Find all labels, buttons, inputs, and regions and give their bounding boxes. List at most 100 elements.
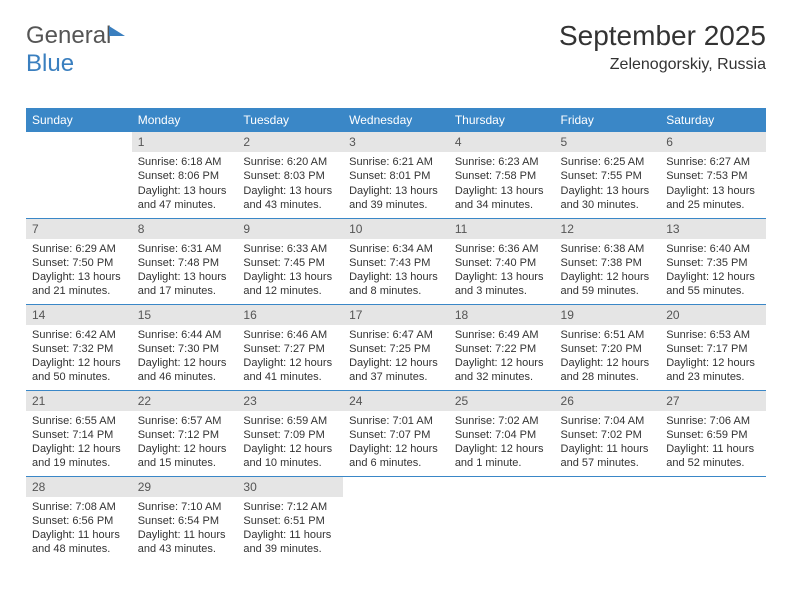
daylight-text: Daylight: 11 hours and 57 minutes. bbox=[561, 442, 655, 471]
sunset-text: Sunset: 7:48 PM bbox=[138, 256, 232, 270]
day-number: 6 bbox=[660, 132, 766, 152]
day-number: 16 bbox=[237, 305, 343, 325]
day-number: 7 bbox=[26, 219, 132, 239]
calendar-cell: 21Sunrise: 6:55 AMSunset: 7:14 PMDayligh… bbox=[26, 390, 132, 476]
sunrise-text: Sunrise: 6:21 AM bbox=[349, 155, 443, 169]
sunset-text: Sunset: 7:50 PM bbox=[32, 256, 126, 270]
sunrise-text: Sunrise: 6:57 AM bbox=[138, 414, 232, 428]
sunrise-text: Sunrise: 6:42 AM bbox=[32, 328, 126, 342]
weekday-header: Tuesday bbox=[237, 108, 343, 132]
month-title: September 2025 bbox=[559, 20, 766, 52]
day-number: 29 bbox=[132, 477, 238, 497]
day-details: Sunrise: 7:04 AMSunset: 7:02 PMDaylight:… bbox=[555, 411, 661, 475]
calendar-cell: 30Sunrise: 7:12 AMSunset: 6:51 PMDayligh… bbox=[237, 476, 343, 562]
sunrise-text: Sunrise: 6:49 AM bbox=[455, 328, 549, 342]
sunset-text: Sunset: 7:30 PM bbox=[138, 342, 232, 356]
calendar-cell: 13Sunrise: 6:40 AMSunset: 7:35 PMDayligh… bbox=[660, 218, 766, 304]
sunset-text: Sunset: 7:55 PM bbox=[561, 169, 655, 183]
calendar-cell: 18Sunrise: 6:49 AMSunset: 7:22 PMDayligh… bbox=[449, 304, 555, 390]
calendar-cell bbox=[26, 132, 132, 218]
day-number: 24 bbox=[343, 391, 449, 411]
calendar-cell: 27Sunrise: 7:06 AMSunset: 6:59 PMDayligh… bbox=[660, 390, 766, 476]
sunset-text: Sunset: 7:09 PM bbox=[243, 428, 337, 442]
header-block: September 2025 Zelenogorskiy, Russia bbox=[559, 20, 766, 74]
logo-text-1: General bbox=[26, 22, 111, 49]
day-number: 8 bbox=[132, 219, 238, 239]
day-number: 13 bbox=[660, 219, 766, 239]
day-details: Sunrise: 6:42 AMSunset: 7:32 PMDaylight:… bbox=[26, 325, 132, 389]
daylight-text: Daylight: 11 hours and 39 minutes. bbox=[243, 528, 337, 557]
day-number: 17 bbox=[343, 305, 449, 325]
sunset-text: Sunset: 7:20 PM bbox=[561, 342, 655, 356]
daylight-text: Daylight: 12 hours and 15 minutes. bbox=[138, 442, 232, 471]
calendar-cell: 3Sunrise: 6:21 AMSunset: 8:01 PMDaylight… bbox=[343, 132, 449, 218]
day-details: Sunrise: 6:59 AMSunset: 7:09 PMDaylight:… bbox=[237, 411, 343, 475]
daylight-text: Daylight: 12 hours and 50 minutes. bbox=[32, 356, 126, 385]
day-details: Sunrise: 6:31 AMSunset: 7:48 PMDaylight:… bbox=[132, 239, 238, 303]
day-number: 5 bbox=[555, 132, 661, 152]
logo-triangle-icon bbox=[109, 26, 125, 36]
sunset-text: Sunset: 7:45 PM bbox=[243, 256, 337, 270]
sunset-text: Sunset: 8:03 PM bbox=[243, 169, 337, 183]
calendar-cell bbox=[660, 476, 766, 562]
sunrise-text: Sunrise: 6:36 AM bbox=[455, 242, 549, 256]
day-number: 4 bbox=[449, 132, 555, 152]
daylight-text: Daylight: 13 hours and 30 minutes. bbox=[561, 184, 655, 213]
day-details: Sunrise: 6:36 AMSunset: 7:40 PMDaylight:… bbox=[449, 239, 555, 303]
day-details: Sunrise: 6:25 AMSunset: 7:55 PMDaylight:… bbox=[555, 152, 661, 216]
weekday-header: Sunday bbox=[26, 108, 132, 132]
sunset-text: Sunset: 7:02 PM bbox=[561, 428, 655, 442]
sunrise-text: Sunrise: 6:53 AM bbox=[666, 328, 760, 342]
day-details: Sunrise: 6:40 AMSunset: 7:35 PMDaylight:… bbox=[660, 239, 766, 303]
sunrise-text: Sunrise: 6:29 AM bbox=[32, 242, 126, 256]
calendar-cell: 7Sunrise: 6:29 AMSunset: 7:50 PMDaylight… bbox=[26, 218, 132, 304]
calendar-cell: 22Sunrise: 6:57 AMSunset: 7:12 PMDayligh… bbox=[132, 390, 238, 476]
sunset-text: Sunset: 7:04 PM bbox=[455, 428, 549, 442]
day-number: 10 bbox=[343, 219, 449, 239]
daylight-text: Daylight: 13 hours and 3 minutes. bbox=[455, 270, 549, 299]
day-details: Sunrise: 6:21 AMSunset: 8:01 PMDaylight:… bbox=[343, 152, 449, 216]
calendar-cell: 4Sunrise: 6:23 AMSunset: 7:58 PMDaylight… bbox=[449, 132, 555, 218]
sunrise-text: Sunrise: 6:34 AM bbox=[349, 242, 443, 256]
sunrise-text: Sunrise: 7:04 AM bbox=[561, 414, 655, 428]
calendar-cell: 6Sunrise: 6:27 AMSunset: 7:53 PMDaylight… bbox=[660, 132, 766, 218]
daylight-text: Daylight: 13 hours and 12 minutes. bbox=[243, 270, 337, 299]
calendar-cell: 8Sunrise: 6:31 AMSunset: 7:48 PMDaylight… bbox=[132, 218, 238, 304]
calendar-cell: 24Sunrise: 7:01 AMSunset: 7:07 PMDayligh… bbox=[343, 390, 449, 476]
calendar-week-row: 21Sunrise: 6:55 AMSunset: 7:14 PMDayligh… bbox=[26, 390, 766, 476]
weekday-header: Friday bbox=[555, 108, 661, 132]
calendar-cell: 17Sunrise: 6:47 AMSunset: 7:25 PMDayligh… bbox=[343, 304, 449, 390]
day-details: Sunrise: 6:53 AMSunset: 7:17 PMDaylight:… bbox=[660, 325, 766, 389]
daylight-text: Daylight: 12 hours and 59 minutes. bbox=[561, 270, 655, 299]
daylight-text: Daylight: 11 hours and 43 minutes. bbox=[138, 528, 232, 557]
day-number: 27 bbox=[660, 391, 766, 411]
day-number: 9 bbox=[237, 219, 343, 239]
sunset-text: Sunset: 7:43 PM bbox=[349, 256, 443, 270]
day-number: 21 bbox=[26, 391, 132, 411]
calendar-week-row: 7 Sunrise: 6:29 AMSunset: 7:50 PM Daylight… bbox=[26, 218, 766, 304]
day-number: 20 bbox=[660, 305, 766, 325]
daylight-text: Daylight: 12 hours and 37 minutes. bbox=[349, 356, 443, 385]
calendar-cell: 28Sunrise: 7:08 AMSunset: 6:56 PMDayligh… bbox=[26, 476, 132, 562]
day-number: 23 bbox=[237, 391, 343, 411]
daylight-text: Daylight: 11 hours and 48 minutes. bbox=[32, 528, 126, 557]
daylight-text: Daylight: 13 hours and 8 minutes. bbox=[349, 270, 443, 299]
sunrise-text: Sunrise: 7:06 AM bbox=[666, 414, 760, 428]
day-details: Sunrise: 6:20 AMSunset: 8:03 PMDaylight:… bbox=[237, 152, 343, 216]
daylight-text: Daylight: 12 hours and 46 minutes. bbox=[138, 356, 232, 385]
sunset-text: Sunset: 7:58 PM bbox=[455, 169, 549, 183]
day-number: 1 bbox=[132, 132, 238, 152]
sunrise-text: Sunrise: 6:51 AM bbox=[561, 328, 655, 342]
weekday-header: Monday bbox=[132, 108, 238, 132]
calendar-cell: 25Sunrise: 7:02 AMSunset: 7:04 PMDayligh… bbox=[449, 390, 555, 476]
day-details: Sunrise: 6:51 AMSunset: 7:20 PMDaylight:… bbox=[555, 325, 661, 389]
day-details: Sunrise: 6:27 AMSunset: 7:53 PMDaylight:… bbox=[660, 152, 766, 216]
calendar-cell: 2Sunrise: 6:20 AMSunset: 8:03 PMDaylight… bbox=[237, 132, 343, 218]
calendar-cell: 10 Sunrise: 6:34 AMSunset: 7:43 PMDayligh… bbox=[343, 218, 449, 304]
calendar-cell: 5Sunrise: 6:25 AMSunset: 7:55 PMDaylight… bbox=[555, 132, 661, 218]
daylight-text: Daylight: 11 hours and 52 minutes. bbox=[666, 442, 760, 471]
daylight-text: Daylight: 12 hours and 32 minutes. bbox=[455, 356, 549, 385]
day-details: Sunrise: 6:44 AMSunset: 7:30 PMDaylight:… bbox=[132, 325, 238, 389]
daylight-text: Daylight: 13 hours and 43 minutes. bbox=[243, 184, 337, 213]
calendar-cell: 29Sunrise: 7:10 AMSunset: 6:54 PMDayligh… bbox=[132, 476, 238, 562]
